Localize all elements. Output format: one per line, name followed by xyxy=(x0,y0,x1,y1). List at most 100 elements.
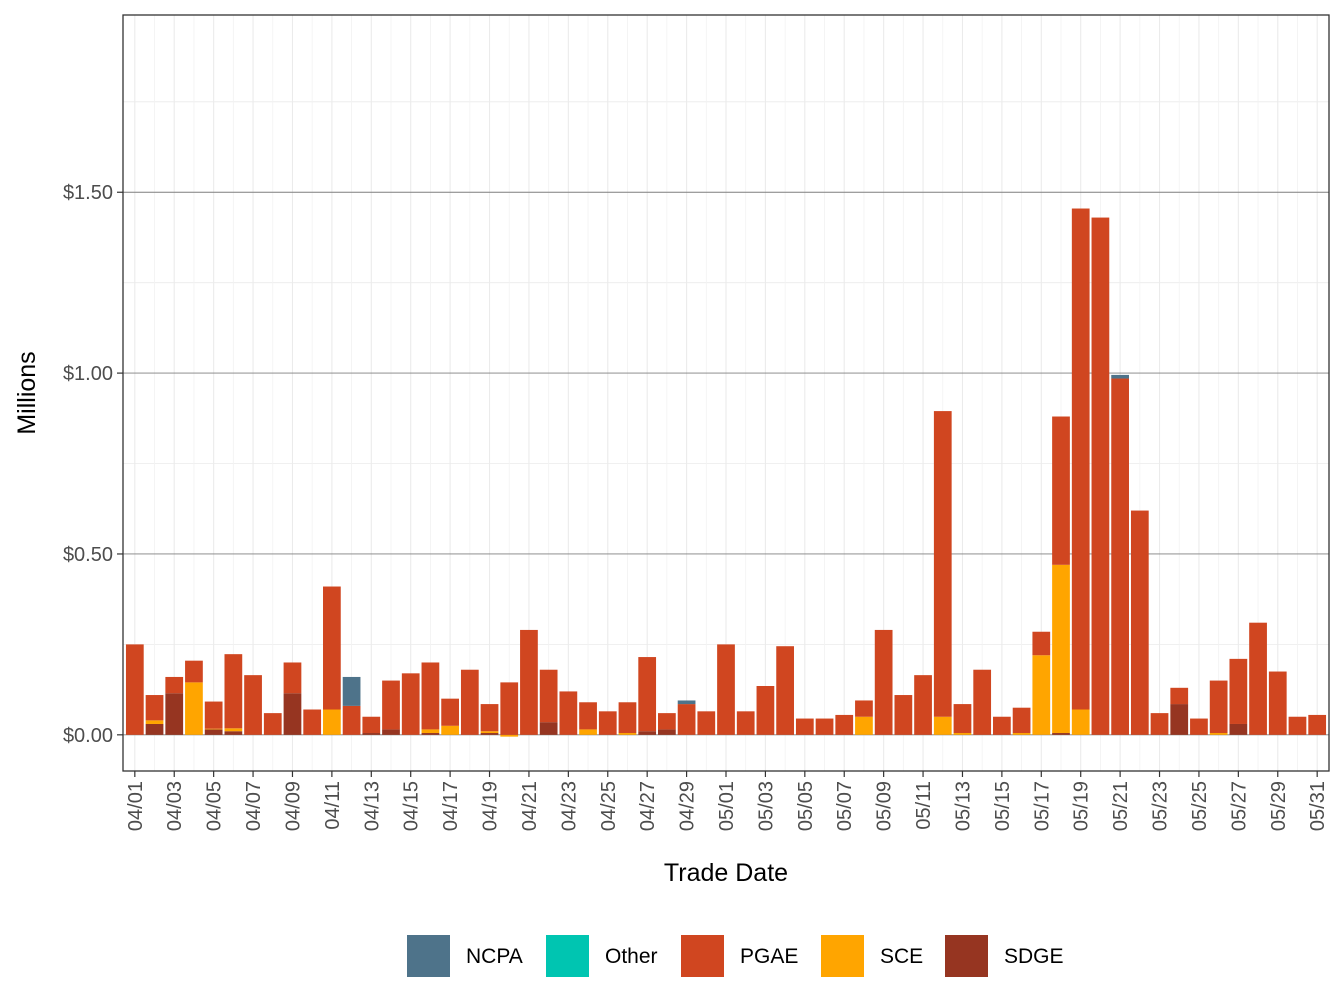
x-axis-title: Trade Date xyxy=(664,859,788,887)
x-tick-label: 04/17 xyxy=(440,781,462,831)
bar-pgae-05-22 xyxy=(1130,510,1149,735)
bar-sdge-04-19 xyxy=(480,733,499,735)
bar-pgae-04-28 xyxy=(658,713,676,730)
x-tick-label: 05/07 xyxy=(834,781,856,831)
x-tick-label: 05/05 xyxy=(795,781,817,831)
legend-label-other: Other xyxy=(605,945,658,968)
x-tick-label: 05/21 xyxy=(1110,781,1132,831)
y-tick-label: $0.00 xyxy=(63,725,113,747)
x-tick-label: 05/11 xyxy=(913,781,935,830)
y-tick-label: $1.00 xyxy=(63,363,113,385)
bar-pgae-05-23 xyxy=(1150,713,1169,735)
bar-pgae-05-26 xyxy=(1209,680,1228,734)
bar-sce-05-08 xyxy=(855,716,873,735)
bar-pgae-05-31 xyxy=(1308,714,1327,735)
bar-pgae-05-04 xyxy=(776,646,794,735)
bar-pgae-04-16 xyxy=(421,662,440,730)
x-tick-label: 04/29 xyxy=(677,781,699,831)
bar-pgae-04-05 xyxy=(204,701,223,729)
y-tick-label: $0.50 xyxy=(63,544,113,566)
bar-pgae-05-01 xyxy=(717,644,735,735)
bar-pgae-04-14 xyxy=(382,680,400,730)
bar-pgae-05-20 xyxy=(1091,217,1110,735)
bar-sdge-04-22 xyxy=(539,722,558,735)
y-tick-label: $1.50 xyxy=(63,182,113,204)
bar-sdge-04-13 xyxy=(362,733,381,735)
bar-pgae-05-30 xyxy=(1288,716,1307,735)
bar-sce-04-02 xyxy=(145,720,164,724)
bar-pgae-05-02 xyxy=(736,711,755,735)
x-tick-label: 04/13 xyxy=(361,781,383,831)
bar-sdge-04-14 xyxy=(382,729,400,735)
legend-key-other xyxy=(546,935,589,977)
bars xyxy=(125,208,1327,737)
bar-pgae-04-02 xyxy=(145,695,164,721)
bar-sdge-04-02 xyxy=(145,723,164,735)
bar-pgae-05-16 xyxy=(1012,707,1031,734)
x-tick-label: 05/03 xyxy=(755,781,777,831)
bar-pgae-04-12 xyxy=(342,705,361,735)
bar-pgae-05-29 xyxy=(1268,671,1287,735)
bar-pgae-05-19 xyxy=(1071,208,1090,710)
x-tick-label: 04/01 xyxy=(125,781,147,831)
bar-sce-04-04 xyxy=(185,682,203,735)
bar-sdge-04-28 xyxy=(658,729,676,735)
bar-pgae-04-08 xyxy=(263,713,282,735)
legend-key-ncpa xyxy=(407,935,450,977)
legend-label-pgae: PGAE xyxy=(740,945,798,968)
bar-ncpa-04-29 xyxy=(677,700,696,705)
bar-pgae-04-30 xyxy=(697,711,716,735)
bar-pgae-04-26 xyxy=(618,702,637,734)
bar-pgae-05-10 xyxy=(894,695,913,735)
x-tick-label: 05/09 xyxy=(874,781,896,831)
bar-pgae-04-07 xyxy=(244,675,262,735)
bar-pgae-04-27 xyxy=(638,657,657,732)
bar-sce-04-06 xyxy=(224,728,243,732)
bar-sce-04-19 xyxy=(480,731,499,734)
bar-ncpa-04-12 xyxy=(342,676,361,706)
bar-pgae-04-10 xyxy=(303,709,322,735)
x-tick-label: 05/25 xyxy=(1189,781,1211,831)
bar-sce-04-05 xyxy=(204,728,223,730)
bar-pgae-05-21 xyxy=(1111,378,1129,735)
bar-sdge-04-03 xyxy=(165,693,184,735)
bar-sdge-05-27 xyxy=(1229,723,1248,735)
bar-sce-04-24 xyxy=(579,729,597,735)
bar-pgae-04-11 xyxy=(323,586,341,710)
bar-sdge-04-06 xyxy=(224,731,243,735)
x-tick-label: 04/21 xyxy=(519,781,541,831)
x-tick-label: 05/17 xyxy=(1031,781,1053,831)
x-tick-label: 04/19 xyxy=(480,781,502,831)
bar-pgae-04-06 xyxy=(224,654,243,729)
bar-pgae-05-09 xyxy=(874,629,893,735)
legend-label-sdge: SDGE xyxy=(1004,945,1064,968)
bar-sce-05-16 xyxy=(1012,733,1031,735)
bar-pgae-05-24 xyxy=(1170,687,1189,705)
legend: NCPA Other PGAE SCE SDGE xyxy=(407,935,1064,977)
bar-sce-04-17 xyxy=(441,725,459,735)
bar-sce-04-26 xyxy=(618,733,637,735)
bar-sce-05-13 xyxy=(953,733,972,735)
x-tick-label: 05/19 xyxy=(1071,781,1093,831)
grid-lines xyxy=(123,15,1329,771)
bar-pgae-04-22 xyxy=(539,669,558,723)
bar-pgae-04-01 xyxy=(125,644,144,735)
bar-pgae-05-14 xyxy=(973,669,992,735)
bar-pgae-04-17 xyxy=(441,698,459,726)
legend-label-ncpa: NCPA xyxy=(466,945,523,968)
x-tick-label: 05/27 xyxy=(1228,781,1250,831)
bar-sdge-04-27 xyxy=(638,731,657,735)
bar-pgae-04-21 xyxy=(520,629,538,735)
legend-label-sce: SCE xyxy=(880,945,923,968)
bar-ncpa-05-21 xyxy=(1111,374,1129,379)
bar-sdge-05-24 xyxy=(1170,704,1189,735)
bar-pgae-05-17 xyxy=(1032,631,1051,656)
bar-pgae-04-15 xyxy=(401,673,420,735)
bar-pgae-05-11 xyxy=(914,675,932,735)
bar-sdge-04-05 xyxy=(204,729,223,735)
y-axis: $0.00 $0.50 $1.00 $1.50 xyxy=(63,182,123,747)
bar-pgae-04-25 xyxy=(598,711,617,735)
y-axis-title: Millions xyxy=(13,351,41,434)
bar-pgae-05-03 xyxy=(756,686,775,735)
